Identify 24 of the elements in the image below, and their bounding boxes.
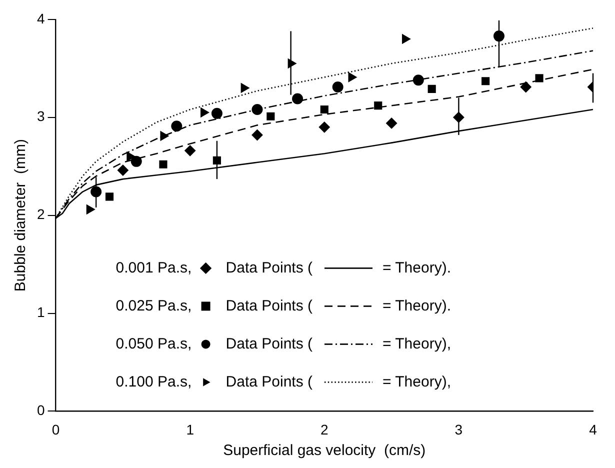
legend-label: = Theory). bbox=[382, 259, 452, 276]
legend-label: = Theory). bbox=[382, 297, 452, 314]
y-tick-label: 3 bbox=[36, 108, 45, 124]
y-axis-title: Bubble diameter (mm) bbox=[12, 139, 30, 292]
annotation: 0.100 Pa.s, bbox=[116, 373, 192, 390]
x-tick-label: 2 bbox=[320, 421, 328, 438]
legend-label: Data Points ( bbox=[226, 373, 313, 390]
annotation: 0.050 Pa.s, bbox=[116, 335, 192, 352]
x-tick-label: 1 bbox=[186, 421, 194, 438]
legend-label: Data Points ( bbox=[226, 259, 313, 276]
y-tick-label: 2 bbox=[36, 206, 45, 222]
x-tick-label: 4 bbox=[589, 421, 598, 438]
legend-label: Data Points ( bbox=[226, 297, 313, 314]
legend-label: = Theory), bbox=[382, 335, 452, 352]
legend-label: Data Points ( bbox=[226, 335, 313, 352]
annotation: 0.001 Pa.s, bbox=[116, 259, 192, 276]
legend-label: = Theory), bbox=[382, 373, 452, 390]
x-tick-label: 0 bbox=[52, 421, 60, 438]
y-tick-label: 4 bbox=[36, 10, 45, 26]
y-tick-label: 1 bbox=[36, 304, 45, 320]
x-axis-title: Superficial gas velocity (cm/s) bbox=[223, 442, 426, 460]
y-tick-label: 0 bbox=[36, 402, 45, 418]
annotation: 0.025 Pa.s, bbox=[116, 297, 192, 314]
x-tick-label: 3 bbox=[454, 421, 463, 438]
